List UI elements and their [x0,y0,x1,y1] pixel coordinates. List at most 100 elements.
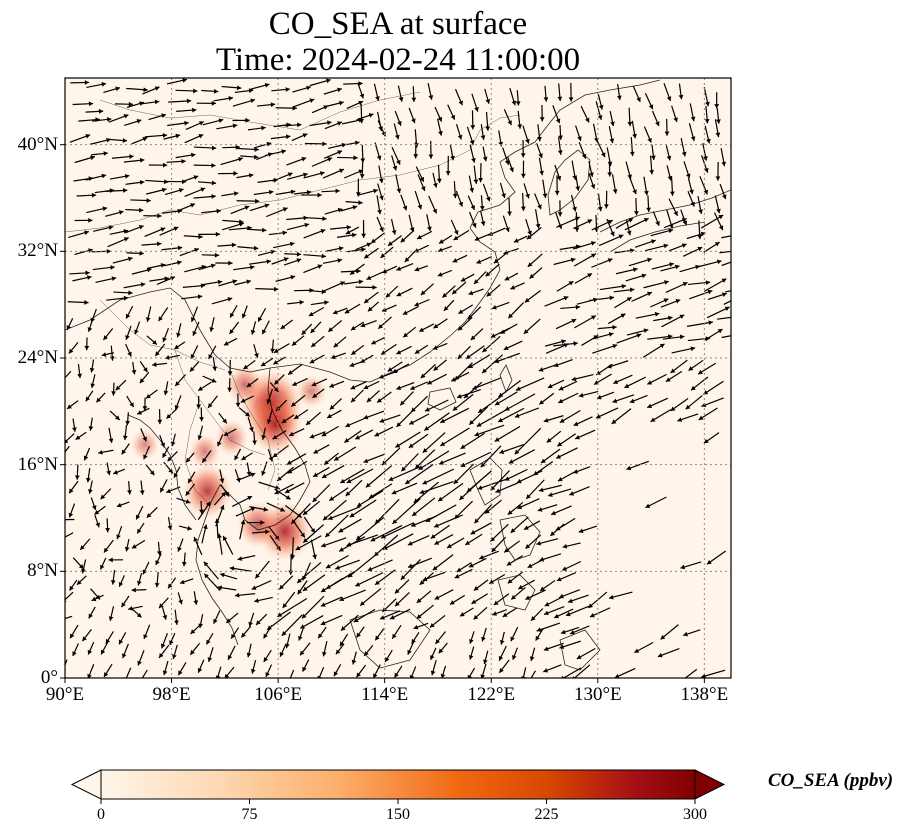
wind-arrow [324,100,344,108]
wind-arrow [196,100,216,106]
wind-arrow [476,408,508,428]
wind-arrow [700,214,724,229]
wind-arrow [175,88,198,94]
wind-arrow [413,622,429,630]
wind-arrow [87,641,95,655]
wind-arrow [363,645,374,657]
wind-arrow [346,100,364,109]
wind-arrow [250,659,257,674]
wind-arrow [202,375,217,383]
lat-tick-label: 32°N [17,240,58,262]
wind-arrow [379,414,401,423]
wind-arrow [235,393,241,408]
wind-arrow [260,357,274,367]
wind-arrow [574,429,596,440]
wind-arrow [414,344,429,355]
wind-arrow [467,306,482,320]
wind-arrow [706,550,727,565]
wind-arrow [396,410,413,428]
concentration-hotspot [188,433,221,469]
wind-arrow [522,125,530,144]
wind-arrow [161,606,168,620]
wind-arrow [377,183,384,201]
wind-arrow [181,175,199,183]
wind-arrow [254,596,273,603]
wind-arrow [714,119,721,138]
wind-arrow [310,321,322,334]
wind-arrow [394,110,402,126]
wind-arrow [108,427,114,444]
wind-arrow [209,317,215,332]
wind-arrow [249,506,269,512]
wind-arrow [243,359,256,370]
wind-arrow [671,346,696,354]
wind-arrow [193,163,216,168]
wind-arrow [292,377,308,386]
wind-arrow [360,319,377,328]
wind-arrow [376,195,382,215]
wind-arrow [650,298,669,308]
wind-arrow [456,562,472,573]
concentration-hotspot [182,464,233,519]
wind-arrow [355,572,384,587]
wind-arrow [280,319,294,330]
wind-arrow [725,290,731,293]
wind-arrow [425,504,457,523]
wind-arrow [468,406,489,426]
wind-arrow [163,133,181,140]
wind-arrow [440,427,470,447]
wind-arrow [486,284,501,297]
wind-arrow [124,119,142,127]
wind-arrow [162,328,170,343]
wind-arrow [629,394,648,404]
wind-arrow [196,396,202,409]
wind-arrow [203,561,219,580]
wind-arrow [612,394,635,404]
gridlines [65,78,731,678]
wind-arrow [181,294,203,300]
wind-arrow [565,605,589,617]
wind-arrow [185,452,195,463]
wind-arrow [521,160,526,178]
wind-arrow [482,183,491,202]
wind-arrow [272,430,287,440]
wind-arrow [704,125,711,144]
wind-arrow [629,137,635,157]
wind-arrow [436,164,442,183]
wind-arrow [247,416,254,432]
wind-arrow [109,173,130,180]
wind-arrow [460,432,486,450]
wind-arrow [100,488,112,500]
wind-arrow [534,193,542,210]
wind-arrow [343,430,362,443]
wind-arrow [363,410,385,420]
wind-arrow [529,267,543,279]
wind-arrow [437,118,443,136]
wind-arrow [556,280,574,292]
wind-arrow [642,343,665,358]
wind-arrow [450,219,459,236]
wind-arrow [434,589,454,600]
wind-arrow [72,101,94,107]
wind-arrow [114,101,133,107]
wind-arrow [68,480,79,494]
wind-arrow [321,425,339,437]
wind-arrow [350,321,364,331]
wind-arrow [407,557,432,569]
wind-arrow [108,557,124,563]
wind-arrow [470,328,484,341]
wind-arrow [665,370,683,383]
wind-arrow [538,392,555,405]
wind-arrow [562,542,581,549]
wind-arrow [631,120,637,139]
wind-arrow [373,534,399,557]
wind-arrow [569,625,590,635]
wind-arrow [125,180,145,185]
wind-arrow [336,140,360,147]
wind-arrow [615,217,634,229]
wind-arrow [252,529,270,535]
wind-arrow [433,359,447,372]
wind-arrow [470,522,492,535]
wind-arrow [173,466,181,479]
lon-tick-label: 122°E [467,684,516,705]
